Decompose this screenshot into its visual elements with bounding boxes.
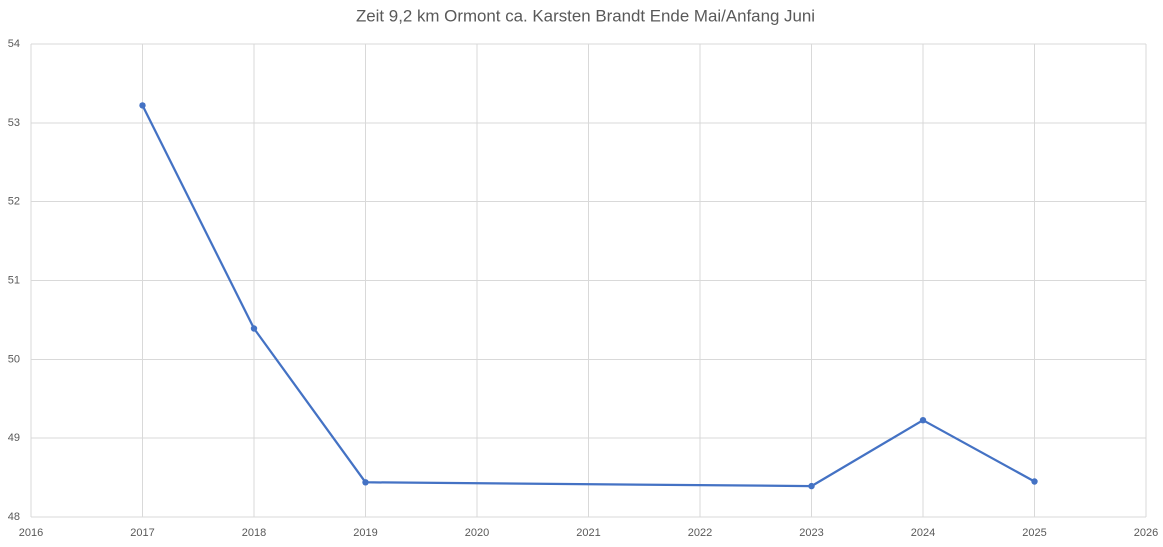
svg-text:2022: 2022 bbox=[688, 527, 712, 539]
svg-text:54: 54 bbox=[8, 38, 20, 50]
svg-text:53: 53 bbox=[8, 117, 20, 129]
svg-text:2018: 2018 bbox=[242, 527, 266, 539]
svg-text:2026: 2026 bbox=[1134, 527, 1158, 539]
svg-text:2025: 2025 bbox=[1022, 527, 1046, 539]
svg-text:Zeit 9,2 km Ormont ca. Karsten: Zeit 9,2 km Ormont ca. Karsten Brandt En… bbox=[356, 7, 815, 26]
svg-text:2016: 2016 bbox=[19, 527, 43, 539]
svg-text:52: 52 bbox=[8, 196, 20, 208]
svg-text:2021: 2021 bbox=[576, 527, 600, 539]
svg-text:48: 48 bbox=[8, 511, 20, 523]
svg-text:51: 51 bbox=[8, 275, 20, 287]
svg-text:50: 50 bbox=[8, 353, 20, 365]
svg-text:2019: 2019 bbox=[353, 527, 377, 539]
svg-text:2020: 2020 bbox=[465, 527, 489, 539]
svg-text:2023: 2023 bbox=[799, 527, 823, 539]
svg-text:2024: 2024 bbox=[911, 527, 935, 539]
svg-text:49: 49 bbox=[8, 432, 20, 444]
svg-text:2017: 2017 bbox=[130, 527, 154, 539]
